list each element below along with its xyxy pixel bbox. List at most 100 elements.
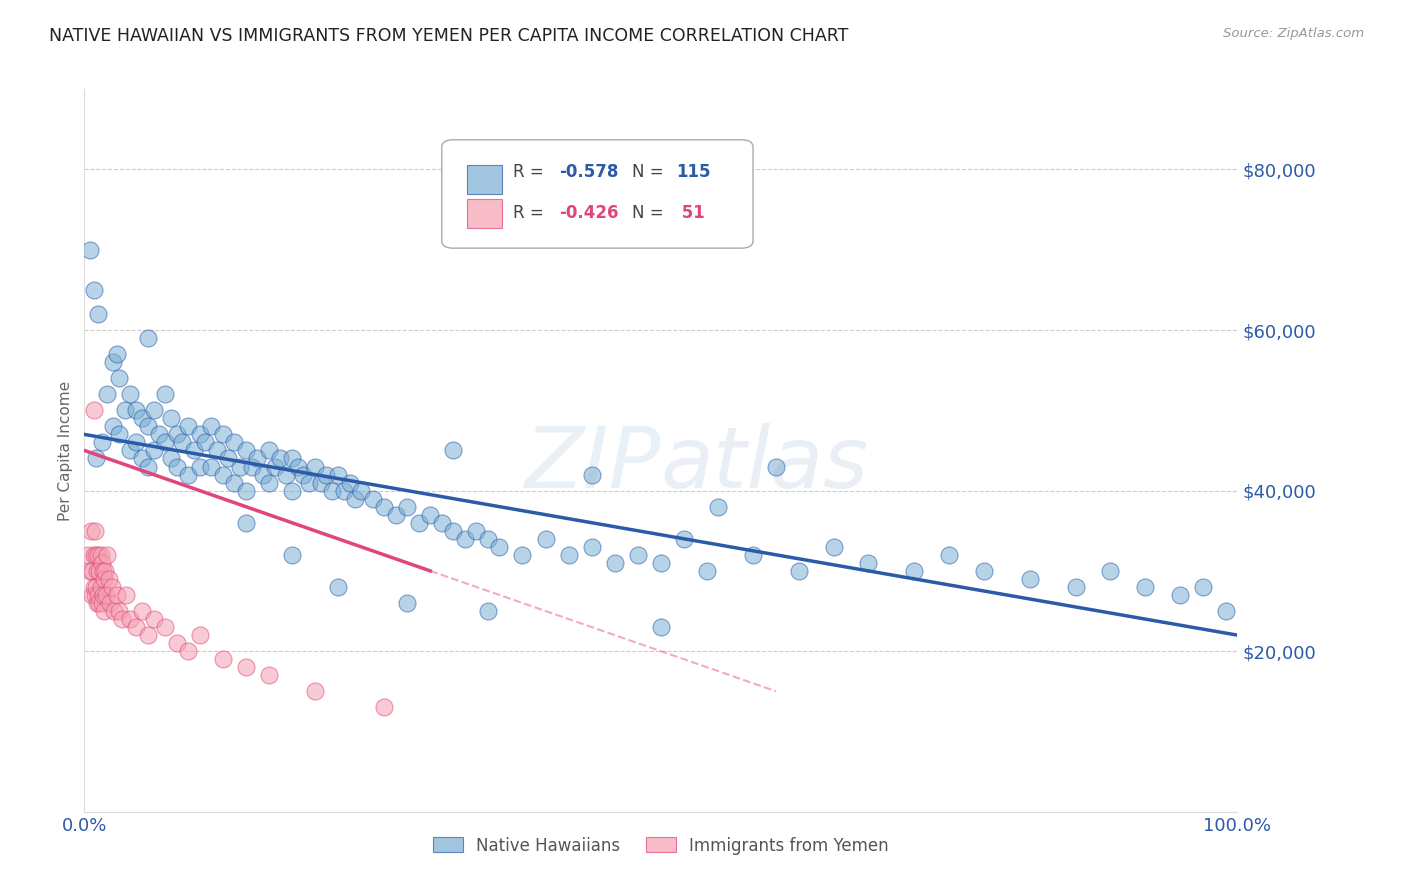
Text: NATIVE HAWAIIAN VS IMMIGRANTS FROM YEMEN PER CAPITA INCOME CORRELATION CHART: NATIVE HAWAIIAN VS IMMIGRANTS FROM YEMEN… bbox=[49, 27, 849, 45]
Point bbox=[1191, 580, 1213, 594]
Point bbox=[396, 596, 419, 610]
Point bbox=[304, 459, 326, 474]
Point bbox=[211, 467, 233, 482]
Text: R =: R = bbox=[513, 204, 550, 222]
Point bbox=[408, 516, 430, 530]
Point bbox=[1064, 580, 1087, 594]
Point bbox=[205, 443, 228, 458]
Point bbox=[108, 604, 131, 618]
Point bbox=[79, 243, 101, 257]
Point bbox=[224, 435, 246, 450]
Point bbox=[627, 548, 650, 562]
Point bbox=[96, 548, 118, 562]
Point bbox=[142, 403, 165, 417]
Point bbox=[160, 451, 183, 466]
Point bbox=[292, 467, 315, 482]
Point bbox=[89, 596, 111, 610]
Point bbox=[166, 427, 188, 442]
Point bbox=[235, 483, 257, 498]
Point bbox=[90, 596, 112, 610]
Point bbox=[153, 435, 176, 450]
Point bbox=[177, 467, 200, 482]
Point bbox=[177, 644, 200, 658]
Legend: Native Hawaiians, Immigrants from Yemen: Native Hawaiians, Immigrants from Yemen bbox=[426, 830, 896, 861]
Point bbox=[94, 564, 117, 578]
Text: R =: R = bbox=[513, 163, 550, 181]
Point bbox=[111, 612, 134, 626]
Point bbox=[103, 419, 124, 434]
Point bbox=[108, 371, 131, 385]
Point bbox=[120, 612, 142, 626]
Point bbox=[148, 427, 170, 442]
Point bbox=[103, 604, 125, 618]
Point bbox=[86, 564, 108, 578]
Point bbox=[125, 403, 148, 417]
Point bbox=[534, 532, 557, 546]
Point bbox=[211, 652, 233, 666]
Point bbox=[166, 459, 188, 474]
Point bbox=[512, 548, 534, 562]
Point bbox=[326, 580, 349, 594]
Point bbox=[373, 500, 395, 514]
Text: N =: N = bbox=[633, 163, 669, 181]
Point bbox=[136, 419, 159, 434]
Point bbox=[224, 475, 246, 490]
Point bbox=[82, 588, 104, 602]
Point bbox=[172, 435, 194, 450]
Point bbox=[83, 403, 105, 417]
Text: 115: 115 bbox=[676, 163, 710, 181]
Point bbox=[235, 443, 257, 458]
Point bbox=[339, 475, 361, 490]
Point bbox=[89, 580, 111, 594]
Point bbox=[183, 443, 205, 458]
Point bbox=[235, 660, 257, 674]
Point bbox=[114, 403, 136, 417]
Point bbox=[257, 443, 280, 458]
Point bbox=[350, 483, 373, 498]
Point bbox=[973, 564, 995, 578]
Point bbox=[105, 588, 128, 602]
Point bbox=[557, 548, 579, 562]
Point bbox=[235, 516, 257, 530]
Point bbox=[125, 435, 148, 450]
Point bbox=[257, 475, 280, 490]
Point bbox=[477, 532, 499, 546]
Point bbox=[326, 467, 349, 482]
Text: 51: 51 bbox=[676, 204, 704, 222]
Point bbox=[200, 459, 222, 474]
Point bbox=[188, 459, 211, 474]
Point bbox=[131, 604, 153, 618]
Point bbox=[84, 451, 107, 466]
Point bbox=[177, 419, 200, 434]
Point bbox=[188, 628, 211, 642]
Point bbox=[105, 347, 128, 361]
Point bbox=[101, 580, 124, 594]
Point bbox=[276, 467, 298, 482]
Bar bbox=[467, 199, 502, 228]
Point bbox=[1018, 572, 1040, 586]
Point bbox=[229, 459, 252, 474]
Point bbox=[83, 283, 105, 297]
Point bbox=[281, 451, 304, 466]
Bar bbox=[467, 165, 502, 194]
Point bbox=[581, 467, 603, 482]
Point bbox=[142, 612, 165, 626]
Point bbox=[304, 684, 326, 698]
Text: ZIP: ZIP bbox=[524, 424, 661, 507]
Point bbox=[120, 443, 142, 458]
Point bbox=[787, 564, 810, 578]
Point bbox=[373, 700, 395, 714]
Text: N =: N = bbox=[633, 204, 669, 222]
Point bbox=[477, 604, 499, 618]
Point bbox=[252, 467, 274, 482]
Point bbox=[281, 548, 304, 562]
Point bbox=[83, 548, 105, 562]
Point bbox=[83, 524, 105, 538]
Point bbox=[287, 459, 309, 474]
Point bbox=[136, 459, 159, 474]
Point bbox=[298, 475, 321, 490]
Point bbox=[83, 580, 105, 594]
FancyBboxPatch shape bbox=[441, 140, 754, 248]
Point bbox=[93, 604, 115, 618]
Point bbox=[315, 467, 337, 482]
